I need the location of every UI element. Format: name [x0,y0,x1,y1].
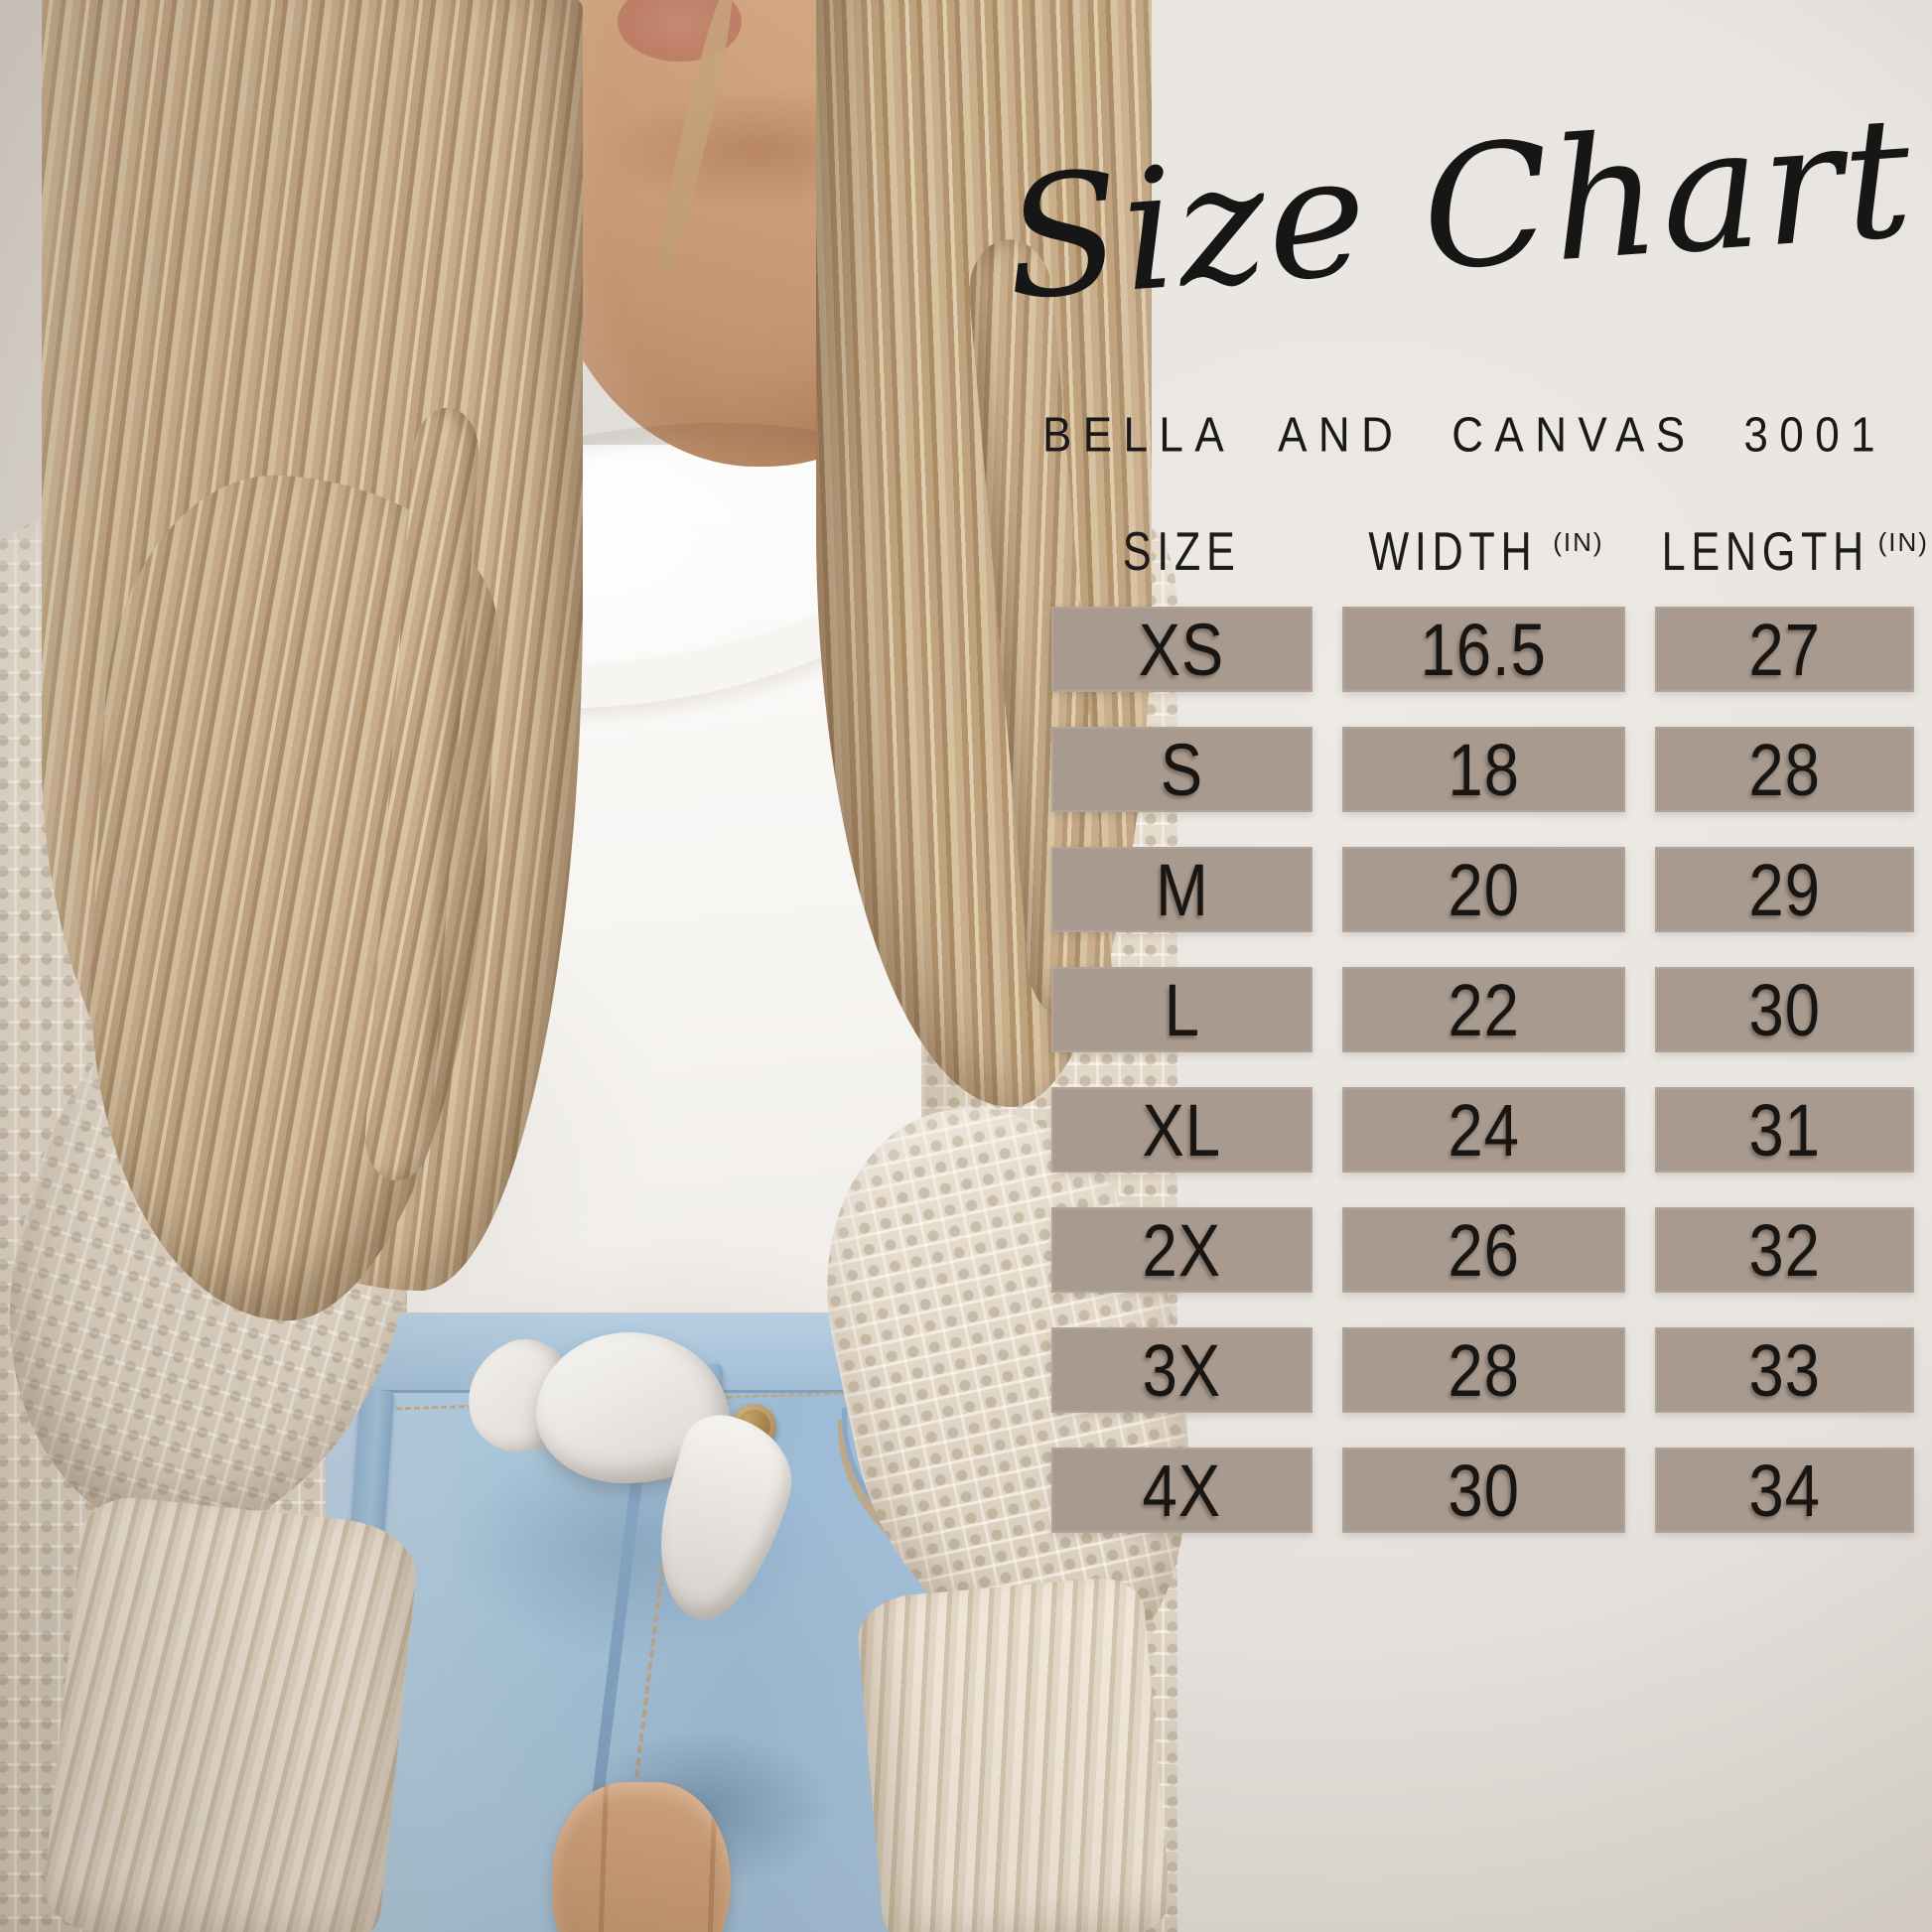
cell-size-3x: 3X [1051,1327,1312,1413]
hand [552,1782,731,1932]
cell-length-2x: 32 [1655,1207,1914,1293]
cell-width-4x: 30 [1342,1448,1625,1533]
table-header-row: SIZE WIDTH (IN) LENGTH (IN) [1051,516,1929,586]
cell-size-4x: 4X [1051,1448,1312,1533]
cell-size-m: M [1051,847,1312,932]
cell-size-2x: 2X [1051,1207,1312,1293]
cell-width-2x: 26 [1342,1207,1625,1293]
cell-width-3x: 28 [1342,1327,1625,1413]
cell-width-m: 20 [1342,847,1625,932]
column-header-width: WIDTH (IN) [1368,520,1604,582]
cell-length-4x: 34 [1655,1448,1914,1533]
cell-width-xl: 24 [1342,1087,1625,1173]
cell-length-l: 30 [1655,967,1914,1052]
size-table: XS 16.5 27 S 18 28 M 20 29 L 22 30 XL 24… [1051,607,1914,1533]
cell-length-xl: 31 [1655,1087,1914,1173]
cell-size-xs: XS [1051,607,1312,692]
cell-length-m: 29 [1655,847,1914,932]
cell-width-s: 18 [1342,727,1625,812]
cell-length-3x: 33 [1655,1327,1914,1413]
cell-width-l: 22 [1342,967,1625,1052]
cardigan-cuff-right [854,1575,1173,1932]
cell-size-s: S [1051,727,1312,812]
cell-length-s: 28 [1655,727,1914,812]
column-header-length: LENGTH (IN) [1661,520,1929,582]
column-header-size: SIZE [1123,520,1241,582]
cardigan-cuff-left [39,1492,422,1932]
cell-width-xs: 16.5 [1342,607,1625,692]
chart-subtitle: BELLA AND CANVAS 3001 [1041,408,1887,463]
cell-length-xs: 27 [1655,607,1914,692]
cell-size-l: L [1051,967,1312,1052]
cell-size-xl: XL [1051,1087,1312,1173]
